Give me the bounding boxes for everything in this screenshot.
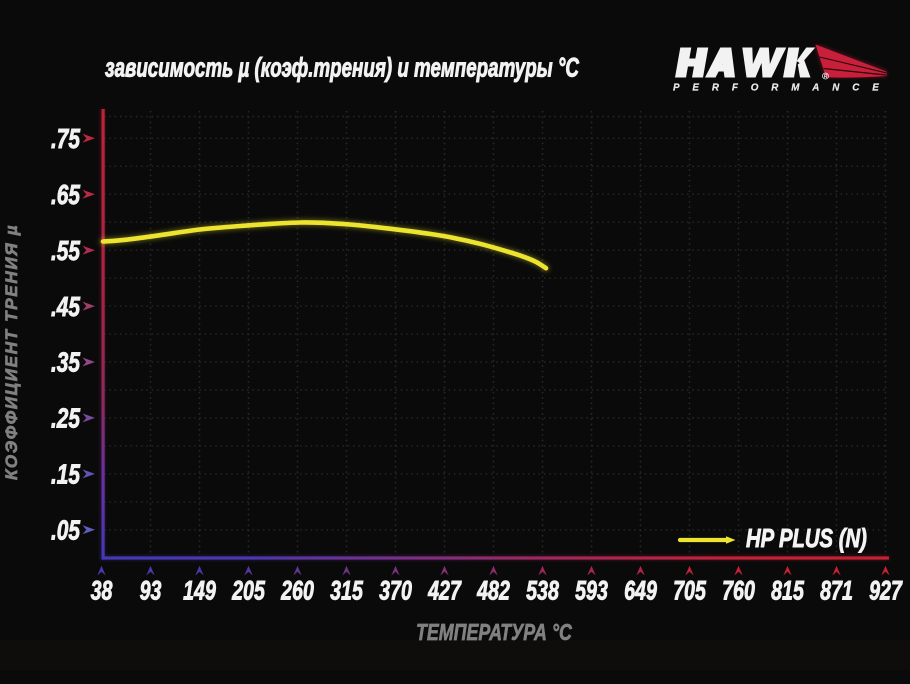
svg-text:.45: .45 <box>51 292 80 322</box>
svg-text:705: 705 <box>673 575 707 605</box>
svg-text:927: 927 <box>869 575 903 605</box>
svg-text:38: 38 <box>91 575 113 605</box>
svg-text:.75: .75 <box>51 124 80 154</box>
svg-text:ТЕМПЕРАТУРА °С: ТЕМПЕРАТУРА °С <box>416 620 573 646</box>
svg-text:315: 315 <box>330 575 364 605</box>
svg-text:.55: .55 <box>51 236 80 266</box>
svg-text:760: 760 <box>722 575 755 605</box>
svg-text:871: 871 <box>820 575 853 605</box>
svg-text:.05: .05 <box>51 516 80 546</box>
svg-text:649: 649 <box>624 575 657 605</box>
svg-text:HP PLUS (N): HP PLUS (N) <box>746 523 867 552</box>
svg-text:260: 260 <box>280 575 314 605</box>
svg-text:427: 427 <box>427 575 461 605</box>
svg-text:205: 205 <box>231 575 265 605</box>
svg-text:.65: .65 <box>51 180 80 210</box>
svg-text:593: 593 <box>575 575 608 605</box>
svg-text:.25: .25 <box>51 404 80 434</box>
svg-text:482: 482 <box>476 575 510 605</box>
svg-text:149: 149 <box>183 575 216 605</box>
svg-text:.35: .35 <box>51 348 80 378</box>
svg-text:PERFORMANCE: PERFORMANCE <box>673 83 892 94</box>
svg-text:R: R <box>824 74 828 80</box>
svg-text:815: 815 <box>771 575 805 605</box>
svg-text:.15: .15 <box>51 460 80 490</box>
svg-text:538: 538 <box>526 575 559 605</box>
svg-text:93: 93 <box>140 575 162 605</box>
svg-text:370: 370 <box>379 575 412 605</box>
svg-text:зависимость µ (коэф.трения) и: зависимость µ (коэф.трения) и температур… <box>105 52 580 82</box>
svg-text:КОЭФФИЦИЕНТ ТРЕНИЯ µ: КОЭФФИЦИЕНТ ТРЕНИЯ µ <box>2 224 21 480</box>
